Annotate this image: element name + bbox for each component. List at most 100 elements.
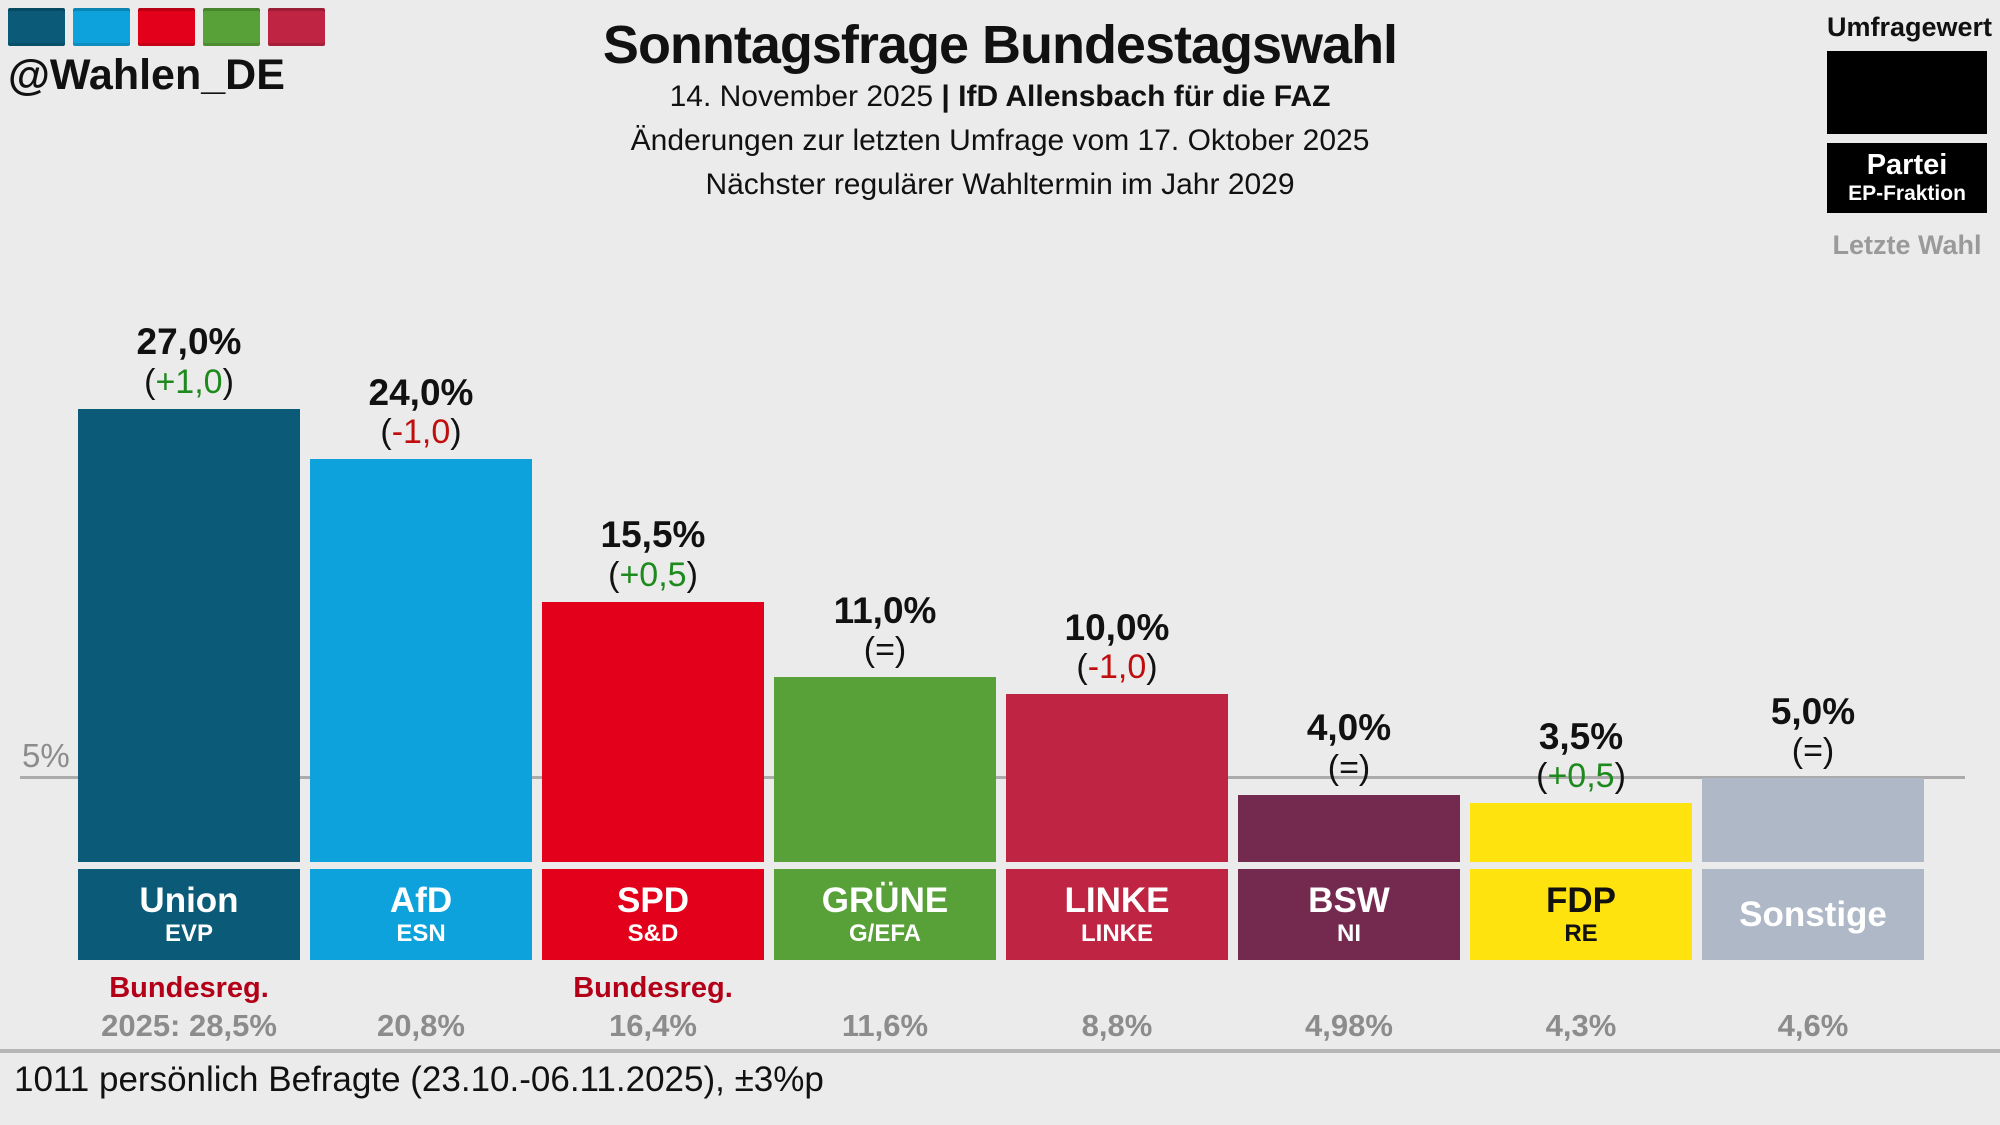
bar-chart: 27,0% (+1,0) Union EVP Bundesreg. 2025: … xyxy=(78,0,1924,1125)
subtitle-source: | IfD Allensbach für die FAZ xyxy=(941,80,1331,114)
government-note xyxy=(1228,972,1470,1002)
subtitle-next-election: Nächster regulärer Wahltermin im Jahr 20… xyxy=(705,168,1295,202)
change-label: (+0,5) xyxy=(1536,757,1626,796)
party-name: FDP xyxy=(1546,880,1616,920)
legend-last-election-label: Letzte Wahl xyxy=(1832,230,1982,260)
last-election-value: 4,98% xyxy=(1305,1008,1393,1043)
bar-value-labels: 10,0% (-1,0) xyxy=(971,607,1263,687)
government-note xyxy=(300,972,542,1002)
party-column: 15,5% (+0,5) SPD S&D Bundesreg. 16,4% xyxy=(542,0,764,1125)
party-column: 3,5% (+0,5) FDP RE 4,3% xyxy=(1470,0,1692,1125)
poll-bar xyxy=(1238,794,1460,862)
poll-value-label: 11,0% xyxy=(833,589,937,631)
bar-value-labels: 4,0% (=) xyxy=(1203,707,1495,787)
subtitle-date-source: 14. November 2025 | IfD Allensbach für d… xyxy=(400,75,1600,119)
legend-bar-sample xyxy=(1827,51,1987,134)
legend: Umfragewert Partei EP-Fraktion Letzte Wa… xyxy=(1827,12,1993,261)
legend-party-label: Partei xyxy=(1866,149,1948,182)
last-election-value: 16,4% xyxy=(609,1008,697,1043)
party-name: SPD xyxy=(617,880,689,920)
party-name: LINKE xyxy=(1064,880,1170,920)
change-label: (=) xyxy=(1791,732,1835,771)
party-label-box: AfD ESN xyxy=(310,869,532,960)
change-value: = xyxy=(1339,748,1359,787)
poll-bar xyxy=(1006,694,1228,862)
footer-divider xyxy=(0,1049,2000,1053)
last-election-value: 8,8% xyxy=(1081,1008,1153,1043)
government-note: Bundesreg. xyxy=(109,972,269,1004)
party-faction: G/EFA xyxy=(848,919,921,947)
party-faction: LINKE xyxy=(1081,919,1153,947)
poll-value-label: 15,5% xyxy=(600,514,706,556)
poll-bar xyxy=(774,677,996,862)
poll-value-label: 24,0% xyxy=(368,371,474,413)
legend-poll-label: Umfragewert xyxy=(1827,12,1993,42)
change-label: (+1,0) xyxy=(144,362,234,401)
bar-value-labels: 24,0% (-1,0) xyxy=(275,372,567,452)
government-note: Bundesreg. xyxy=(573,972,733,1004)
party-label-box: BSW NI xyxy=(1238,869,1460,960)
change-value: = xyxy=(875,631,895,670)
poll-bar xyxy=(1702,778,1924,862)
party-name: Union xyxy=(139,880,239,920)
legend-party-box-sample: Partei EP-Fraktion xyxy=(1827,143,1987,213)
party-faction: NI xyxy=(1337,919,1361,947)
party-name: BSW xyxy=(1308,880,1390,920)
last-election-value: 4,3% xyxy=(1545,1008,1617,1043)
bar-value-labels: 15,5% (+0,5) xyxy=(507,514,799,594)
poll-value-label: 5,0% xyxy=(1770,690,1856,732)
party-faction: EVP xyxy=(164,919,214,947)
poll-value-label: 27,0% xyxy=(136,321,242,363)
party-column: 5,0% (=) Sonstige 4,6% xyxy=(1702,0,1924,1125)
government-note xyxy=(996,972,1238,1002)
change-value: -1,0 xyxy=(1087,648,1147,687)
government-note xyxy=(1692,972,1934,1002)
change-label: (=) xyxy=(863,631,907,670)
change-value: = xyxy=(1803,732,1823,771)
change-label: (+0,5) xyxy=(608,555,698,594)
government-note xyxy=(1460,972,1702,1002)
account-handle: @Wahlen_DE xyxy=(8,51,285,99)
subtitle-changes-note: Änderungen zur letzten Umfrage vom 17. O… xyxy=(630,124,1370,158)
bar-value-labels: 3,5% (+0,5) xyxy=(1435,716,1727,796)
change-value: +0,5 xyxy=(1547,757,1615,796)
poll-bar xyxy=(1470,803,1692,862)
change-value: -1,0 xyxy=(391,413,451,452)
logo-color-square xyxy=(138,8,195,46)
party-faction: ESN xyxy=(396,919,446,947)
change-label: (=) xyxy=(1327,748,1371,787)
title-block: Sonntagsfrage Bundestagswahl 14. Novembe… xyxy=(400,15,1600,207)
last-election-value: 4,6% xyxy=(1777,1008,1849,1043)
last-election-value: 11,6% xyxy=(841,1008,929,1043)
bar-value-labels: 5,0% (=) xyxy=(1667,691,1959,771)
change-value: +1,0 xyxy=(155,362,223,401)
logo-color-square xyxy=(73,8,130,46)
party-column: 11,0% (=) GRÜNE G/EFA 11,6% xyxy=(774,0,996,1125)
chart-title: Sonntagsfrage Bundestagswahl xyxy=(602,15,1398,75)
legend-faction-label: EP-Fraktion xyxy=(1848,181,1966,205)
party-column: 4,0% (=) BSW NI 4,98% xyxy=(1238,0,1460,1125)
party-column: 10,0% (-1,0) LINKE LINKE 8,8% xyxy=(1006,0,1228,1125)
bar-value-labels: 27,0% (+1,0) xyxy=(43,321,335,401)
logo-color-square xyxy=(268,8,325,46)
party-label-box: FDP RE xyxy=(1470,869,1692,960)
party-column: 24,0% (-1,0) AfD ESN 20,8% xyxy=(310,0,532,1125)
logo-color-squares xyxy=(8,8,325,46)
party-label-box: Sonstige xyxy=(1702,869,1924,960)
party-label-box: SPD S&D xyxy=(542,869,764,960)
party-label-box: GRÜNE G/EFA xyxy=(774,869,996,960)
change-label: (-1,0) xyxy=(1076,648,1158,687)
sample-size-note: 1011 persönlich Befragte (23.10.-06.11.2… xyxy=(14,1060,824,1099)
government-note xyxy=(764,972,1006,1002)
poll-value-label: 4,0% xyxy=(1306,707,1392,749)
poll-bar xyxy=(542,601,764,862)
change-value: +0,5 xyxy=(619,555,687,594)
logo-color-square xyxy=(203,8,260,46)
party-name: GRÜNE xyxy=(821,880,949,920)
bar-value-labels: 11,0% (=) xyxy=(739,590,1031,670)
party-faction: S&D xyxy=(627,919,679,947)
poll-bar xyxy=(310,459,532,862)
party-label-box: Union EVP xyxy=(78,869,300,960)
account-logo: @Wahlen_DE xyxy=(8,8,325,100)
